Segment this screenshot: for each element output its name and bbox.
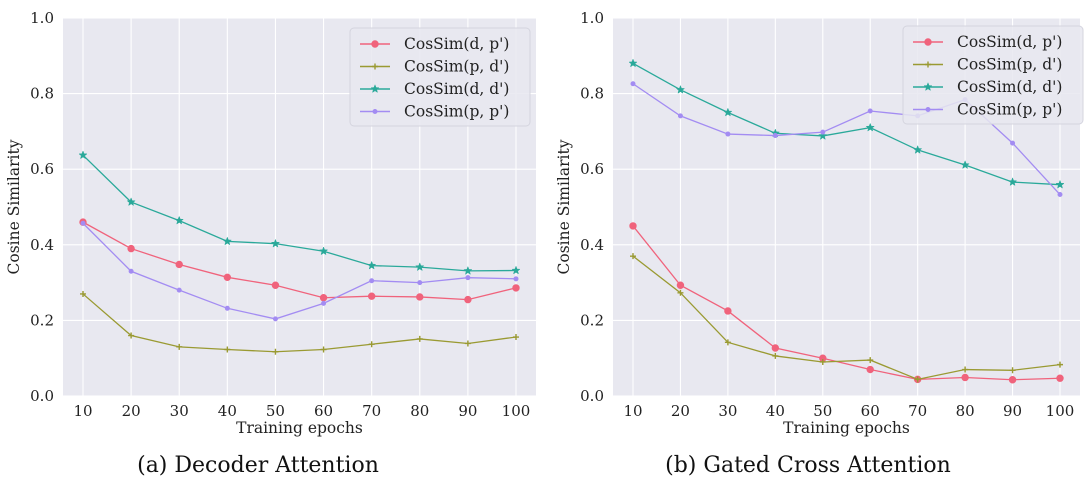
legend-marker [372,41,378,47]
x-tick-label: 40 [766,402,785,420]
data-point [678,114,682,118]
x-tick-label: 10 [73,402,92,420]
data-point [514,277,518,281]
legend-label: CosSim(p, p') [404,103,509,121]
y-axis-label: Cosine Similarity [555,139,573,274]
x-tick-label: 60 [314,402,333,420]
legend-label: CosSim(p, d') [957,56,1062,74]
y-tick-label: 0.0 [30,387,54,405]
y-tick-label: 0.4 [30,236,54,254]
x-tick-label: 60 [861,402,880,420]
y-tick-label: 0.2 [30,311,54,329]
data-point [224,274,230,280]
data-point [513,285,519,291]
data-point [466,276,470,280]
data-point [867,366,873,372]
data-point [225,306,229,310]
data-point [677,282,683,288]
chart-panel-1: 0.0 0.2 0.4 0.6 0.8 1.0 10 20 30 40 50 60 70 80 90 100 T… [5,9,536,478]
x-tick-label: 80 [410,402,429,420]
data-point [1009,377,1015,383]
x-tick-label: 100 [502,402,531,420]
data-point [320,295,326,301]
data-point [370,279,374,283]
data-point [1011,141,1015,145]
data-point [465,296,471,302]
data-point [368,293,374,299]
data-point [176,261,182,267]
y-tick-label: 1.0 [30,9,54,27]
x-axis-label: Training epochs [783,419,910,437]
x-tick-label: 10 [623,402,642,420]
x-axis-label: Training epochs [236,419,363,437]
x-tick-label: 90 [458,402,477,420]
data-point [821,130,825,134]
x-tick-label: 50 [266,402,285,420]
x-tick-label: 90 [1003,402,1022,420]
figure-caption: (a) Decoder Attention [137,453,379,478]
x-tick-label: 70 [362,402,381,420]
data-point [631,82,635,86]
data-point [129,269,133,273]
y-tick-label: 0.8 [30,85,54,103]
figure-caption: (b) Gated Cross Attention [665,453,951,478]
data-point [1057,375,1063,381]
legend-label: CosSim(d, p') [404,35,509,53]
y-tick-label: 0.0 [580,387,604,405]
data-point [322,301,326,305]
data-point [725,308,731,314]
legend-label: CosSim(d, d') [404,80,509,98]
y-tick-label: 0.6 [30,160,54,178]
data-point [418,281,422,285]
data-point [1058,193,1062,197]
data-point [273,317,277,321]
data-point [630,223,636,229]
y-tick-label: 0.8 [580,85,604,103]
data-point [772,345,778,351]
legend-label: CosSim(d, p') [957,33,1062,51]
data-point [417,294,423,300]
x-tick-label: 30 [718,402,737,420]
x-tick-label: 70 [908,402,927,420]
x-tick-label: 30 [170,402,189,420]
data-point [128,245,134,251]
y-axis-label: Cosine Similarity [5,139,23,274]
data-point [962,374,968,380]
data-point [726,132,730,136]
legend-label: CosSim(p, p') [957,101,1062,119]
data-point [773,134,777,138]
y-tick-label: 0.4 [580,236,604,254]
x-tick-label: 80 [956,402,975,420]
data-point [272,282,278,288]
y-tick-label: 0.6 [580,160,604,178]
legend-marker [926,108,930,112]
legend-marker [373,110,377,114]
data-point [81,221,85,225]
legend-marker [925,39,931,45]
x-tick-label: 20 [122,402,141,420]
data-point [868,109,872,113]
legend-label: CosSim(d, d') [957,78,1062,96]
x-tick-label: 100 [1046,402,1075,420]
chart-panel-2: 0.0 0.2 0.4 0.6 0.8 1.0 10 20 30 40 50 60 70 80 90 100 T… [555,9,1083,478]
x-tick-label: 40 [218,402,237,420]
y-tick-label: 1.0 [580,9,604,27]
x-tick-label: 20 [671,402,690,420]
legend-label: CosSim(p, d') [404,58,509,76]
x-tick-label: 50 [813,402,832,420]
data-point [177,288,181,292]
y-tick-label: 0.2 [580,311,604,329]
